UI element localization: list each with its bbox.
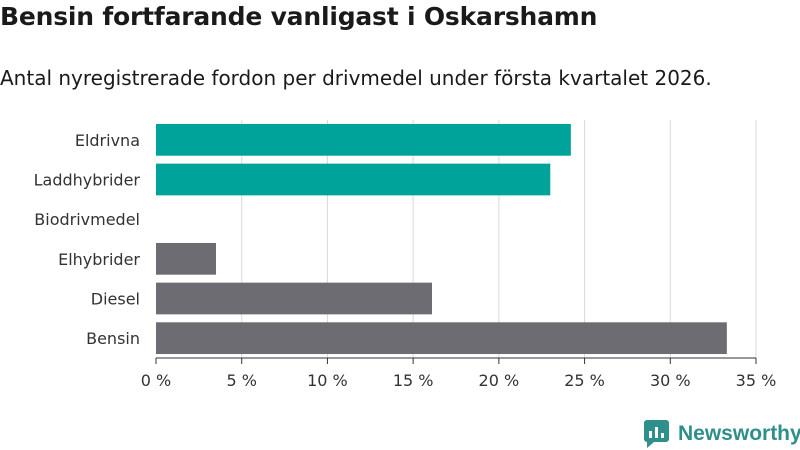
brand-logo: Newsworthy [644, 420, 800, 448]
x-tick-label: 25 % [564, 371, 605, 390]
x-tick-label: 35 % [736, 371, 777, 390]
chart-subtitle: Antal nyregistrerade fordon per drivmede… [0, 66, 712, 90]
x-tick-label: 10 % [307, 371, 348, 390]
category-label: Bensin [86, 329, 140, 348]
x-tick-label: 0 % [141, 371, 171, 390]
x-tick-label: 15 % [393, 371, 434, 390]
bar-bensin [156, 322, 727, 355]
category-label: Eldrivna [75, 131, 140, 150]
bar-elhybrider [156, 242, 216, 275]
category-label: Elhybrider [58, 250, 140, 269]
newsworthy-logo-icon [644, 420, 669, 448]
x-tick-label: 5 % [226, 371, 256, 390]
bar-eldrivna [156, 123, 571, 156]
chart-title: Bensin fortfarande vanligast i Oskarsham… [0, 2, 598, 31]
x-tick-label: 20 % [479, 371, 520, 390]
category-label: Biodrivmedel [34, 210, 140, 229]
bar-laddhybrider [156, 163, 551, 196]
x-tick-label: 30 % [650, 371, 691, 390]
category-label: Diesel [91, 290, 140, 309]
category-label: Laddhybrider [34, 171, 141, 190]
brand-label: Newsworthy [678, 422, 800, 445]
bar-diesel [156, 282, 432, 315]
